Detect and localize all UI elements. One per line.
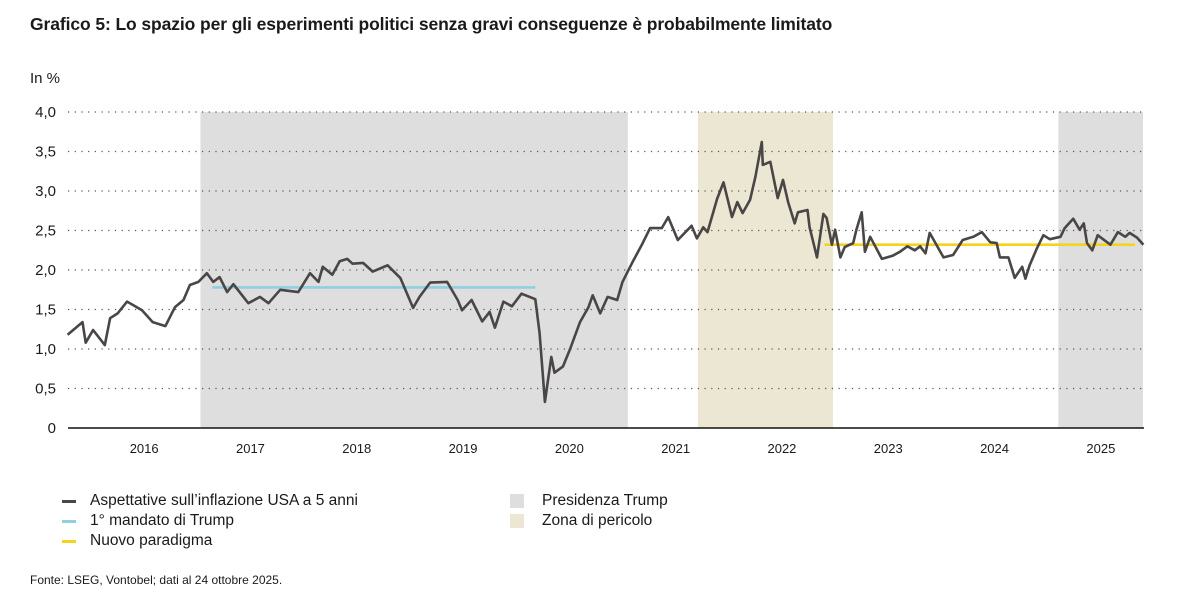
x-tick-label: 2020	[555, 441, 584, 456]
y-tick-label: 4,0	[35, 104, 56, 121]
legend-label: Presidenza Trump	[542, 492, 668, 509]
legend-swatch-danger-zone	[510, 514, 524, 528]
x-tick-label: 2021	[661, 441, 690, 456]
x-tick-label: 2018	[342, 441, 371, 456]
y-tick-label: 0,5	[35, 381, 56, 398]
y-tick-label: 1,5	[35, 302, 56, 319]
legend-label: 1° mandato di Trump	[90, 512, 235, 529]
chart-svg: 0 0,5 1,0 1,5 2,0 2,5 3,0 3,5 4,0 2016 2017 2018 201…	[35, 104, 1145, 456]
legend-item-trump-presidency: Presidenza Trump	[510, 492, 668, 510]
legend-item-new-paradigm: Nuovo paradigma	[62, 532, 212, 550]
y-tick-label: 0	[48, 420, 56, 437]
legend-swatch-trump-presidency	[510, 494, 524, 508]
source-note: Fonte: LSEG, Vontobel; dati al 24 ottobr…	[30, 573, 283, 587]
y-tick-label: 3,0	[35, 183, 56, 200]
y-tick-label: 1,0	[35, 341, 56, 358]
legend-swatch-first-term	[62, 519, 76, 523]
x-tick-label: 2025	[1086, 441, 1115, 456]
legend-swatch-expectations	[62, 499, 76, 503]
chart-title: Grafico 5: Lo spazio per gli esperimenti…	[30, 14, 833, 34]
legend-label: Zona di pericolo	[542, 512, 653, 529]
x-tick-label: 2024	[980, 441, 1009, 456]
y-tick-label: 2,0	[35, 262, 56, 279]
x-tick-label: 2019	[449, 441, 478, 456]
y-axis-unit-label: In %	[30, 70, 61, 87]
y-tick-label: 2,5	[35, 223, 56, 240]
x-tick-label: 2016	[130, 441, 159, 456]
x-tick-label: 2022	[767, 441, 796, 456]
inflation-expectations-line	[66, 140, 1145, 404]
y-tick-label: 3,5	[35, 144, 56, 161]
legend-item-danger-zone: Zona di pericolo	[510, 512, 652, 530]
x-tick-label: 2017	[236, 441, 265, 456]
trump-presidency-region	[200, 112, 628, 428]
legend-swatch-new-paradigm	[62, 539, 76, 543]
legend-item-first-term: 1° mandato di Trump	[62, 512, 234, 530]
x-tick-label: 2023	[874, 441, 903, 456]
legend-label: Aspettative sull’inflazione USA a 5 anni	[90, 492, 358, 509]
legend-item-expectations: Aspettative sull’inflazione USA a 5 anni	[62, 492, 358, 510]
legend-label: Nuovo paradigma	[90, 532, 213, 549]
